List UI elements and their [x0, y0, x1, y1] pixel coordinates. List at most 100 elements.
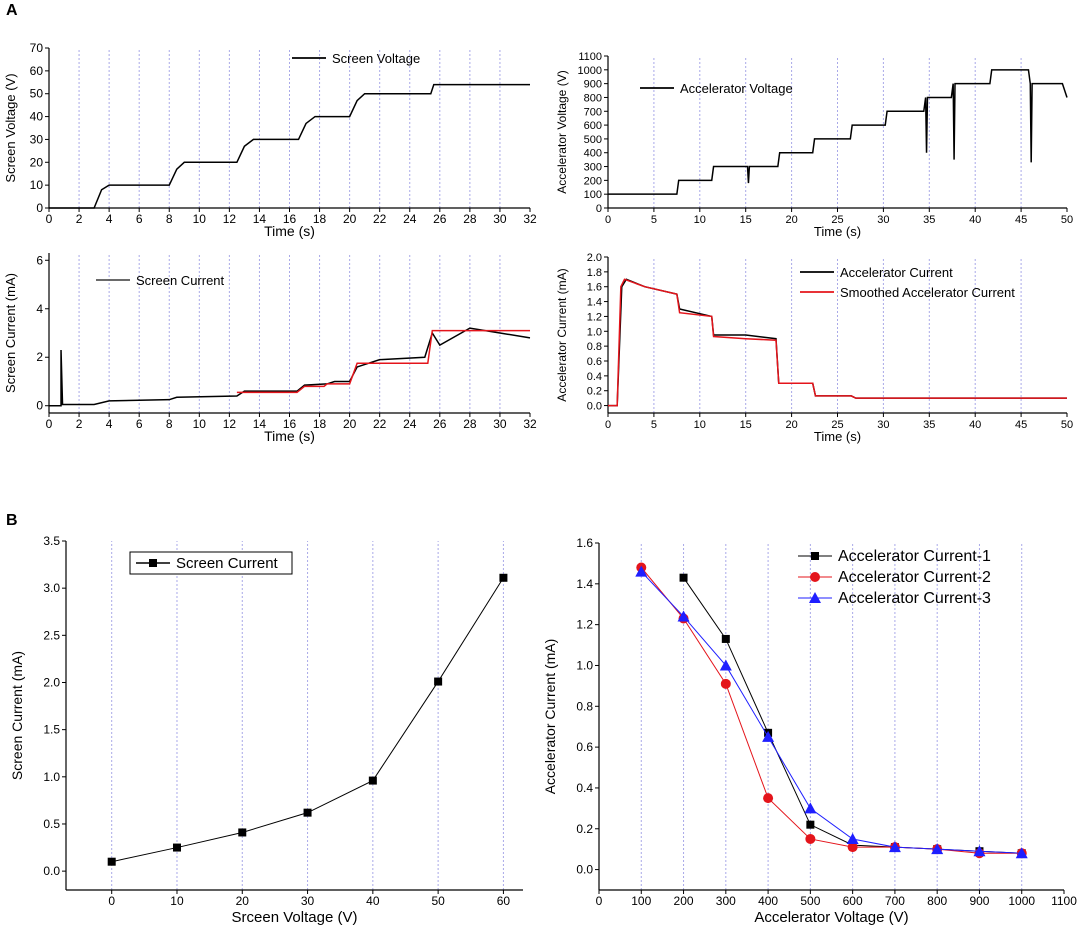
y-tick-label: 0: [596, 203, 602, 215]
data-point: [846, 832, 859, 844]
legend-label: Screen Current: [176, 555, 279, 572]
y-tick-label: 0.0: [576, 863, 593, 877]
x-tick-label: 8: [166, 417, 173, 431]
data-point: [107, 857, 116, 866]
x-tick-label: 5: [651, 419, 657, 431]
x-tick-label: 18: [313, 417, 327, 431]
x-tick-label: 20: [343, 212, 357, 226]
x-tick-label: 32: [523, 212, 537, 226]
y-tick-label: 0.8: [576, 699, 593, 713]
x-tick-label: 50: [1061, 214, 1073, 226]
x-tick-label: 200: [674, 894, 694, 908]
chart-screen_current_vs_voltage: 0 10 20 30 40 50 60 0.0 0.5 1.0 1.5 2.0 2.5 3.0 3.5 Src…: [9, 534, 523, 926]
x-tick-label: 400: [758, 894, 778, 908]
x-tick-label: 25: [831, 419, 843, 431]
y-tick-label: 3.5: [43, 534, 60, 548]
x-tick-label: 16: [283, 417, 297, 431]
x-tick-label: 30: [493, 417, 507, 431]
legend-marker: [810, 572, 820, 582]
y-tick-label: 3.0: [43, 581, 60, 595]
data-point: [679, 573, 688, 582]
x-tick-label: 100: [631, 894, 651, 908]
y-tick-label: 30: [30, 132, 44, 146]
x-axis-label: Time (s): [814, 429, 861, 444]
x-tick-label: 0: [108, 894, 115, 908]
y-tick-label: 0.6: [587, 356, 602, 368]
x-tick-label: 20: [785, 214, 797, 226]
x-tick-label: 12: [223, 417, 237, 431]
y-tick-label: 600: [584, 120, 602, 132]
x-axis-label: Time (s): [264, 428, 315, 444]
x-tick-label: 10: [193, 212, 207, 226]
data-point: [888, 841, 901, 853]
x-tick-label: 2: [76, 417, 83, 431]
x-tick-label: 26: [433, 417, 447, 431]
series-line: [608, 69, 1068, 195]
y-tick-label: 4: [36, 302, 43, 316]
y-tick-label: 70: [30, 41, 44, 55]
x-tick-label: 60: [497, 894, 511, 908]
x-tick-label: 6: [136, 417, 143, 431]
x-tick-label: 20: [785, 419, 797, 431]
x-tick-label: 0: [596, 894, 603, 908]
y-tick-label: 1.6: [576, 536, 593, 550]
x-tick-label: 800: [927, 894, 947, 908]
y-tick-label: 0.8: [587, 341, 602, 353]
y-tick-label: 400: [584, 148, 602, 160]
x-tick-label: 600: [843, 894, 863, 908]
y-tick-label: 2.0: [43, 675, 60, 689]
y-tick-label: 800: [584, 92, 602, 104]
data-point: [719, 659, 732, 671]
x-tick-label: 10: [694, 419, 706, 431]
y-tick-label: 700: [584, 106, 602, 118]
data-point: [806, 820, 815, 829]
chart-accelerator_voltage_time: 0 5 10 15 20 25 30 35 40 45 5001002003004005006007…: [555, 51, 1073, 239]
y-tick-label: 6: [36, 253, 43, 267]
x-tick-label: 22: [373, 417, 387, 431]
x-tick-label: 0: [605, 214, 611, 226]
data-point: [499, 573, 508, 582]
x-tick-label: 14: [253, 212, 267, 226]
y-axis-label: Accelerator Current (mA): [555, 268, 569, 401]
x-tick-label: 4: [106, 212, 113, 226]
y-tick-label: 60: [30, 64, 44, 78]
x-axis-label: Accelerator Voltage (V): [754, 909, 908, 926]
y-tick-label: 1.5: [43, 723, 60, 737]
x-tick-label: 40: [969, 419, 981, 431]
y-tick-label: 900: [584, 79, 602, 91]
x-tick-label: 30: [493, 212, 507, 226]
x-tick-label: 12: [223, 212, 237, 226]
y-tick-label: 200: [584, 175, 602, 187]
x-tick-label: 28: [463, 417, 477, 431]
x-tick-label: 40: [969, 214, 981, 226]
series-line: [608, 278, 1067, 407]
legend-label: Accelerator Current-2: [838, 569, 991, 586]
y-tick-label: 50: [30, 87, 44, 101]
y-tick-label: 1.0: [587, 326, 602, 338]
data-point: [172, 843, 181, 852]
data-point: [720, 678, 731, 689]
legend-label: Accelerator Current-1: [838, 548, 991, 565]
x-tick-label: 15: [740, 214, 752, 226]
chart-screen_voltage_time: 0 2 4 6 8 10 12 14 16 18 20 22 24 26 28 30 3201020304050…: [3, 41, 537, 239]
x-tick-label: 28: [463, 212, 477, 226]
y-tick-label: 1.4: [576, 577, 593, 591]
x-tick-label: 700: [885, 894, 905, 908]
series-line: [236, 329, 530, 394]
y-tick-label: 0.2: [576, 822, 593, 836]
x-axis-label: Time (s): [264, 223, 315, 239]
x-tick-label: 8: [166, 212, 173, 226]
legend-marker: [809, 592, 821, 603]
chart-accelerator_current_vs_voltage: 0 100 200 300 400 500 600 700 800 900 1000 1100 0.0 0…: [542, 536, 1077, 926]
y-tick-label: 2.0: [587, 252, 602, 264]
x-tick-label: 4: [106, 417, 113, 431]
y-tick-label: 0.0: [587, 401, 602, 413]
x-tick-label: 15: [740, 419, 752, 431]
series-line: [49, 327, 531, 407]
legend-marker: [811, 552, 819, 560]
legend-box: [129, 551, 293, 575]
data-point: [238, 828, 247, 837]
x-tick-label: 2: [76, 212, 83, 226]
